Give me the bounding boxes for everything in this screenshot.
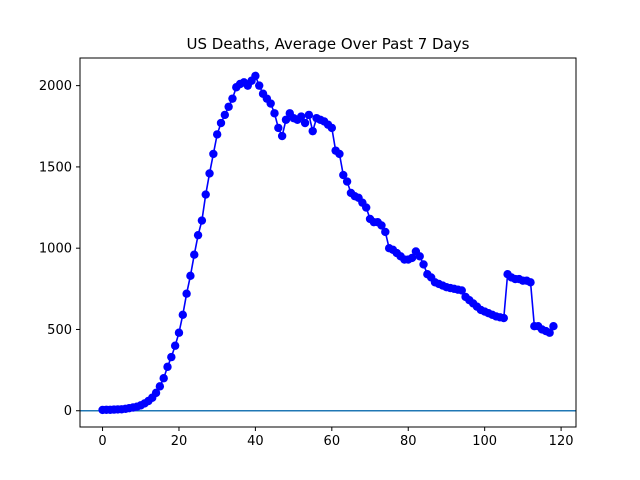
data-point — [297, 112, 306, 121]
data-point — [499, 313, 508, 323]
data-point — [205, 169, 214, 178]
data-point — [339, 170, 348, 180]
data-point — [362, 203, 371, 212]
x-tick-label: 100 — [472, 434, 497, 449]
data-point — [457, 286, 466, 295]
data-point — [182, 289, 191, 298]
y-tick-label: 2000 — [39, 79, 72, 94]
data-point — [151, 388, 161, 398]
data-point — [190, 250, 199, 259]
data-point — [163, 362, 172, 372]
x-tick-label: 80 — [400, 434, 417, 449]
chart-title: US Deaths, Average Over Past 7 Days — [187, 35, 470, 53]
data-point — [167, 352, 176, 362]
data-point — [251, 71, 260, 81]
data-point — [277, 131, 287, 141]
data-point — [274, 123, 283, 133]
data-point — [300, 118, 310, 128]
x-tick-label: 20 — [171, 434, 188, 449]
data-point — [304, 110, 314, 120]
data-point — [178, 310, 187, 320]
x-tick-label: 0 — [98, 434, 106, 449]
data-point — [224, 102, 233, 111]
data-point — [220, 110, 230, 120]
data-point — [381, 227, 390, 237]
data-point — [419, 260, 428, 269]
axes-frame — [79, 57, 577, 428]
y-tick-label: 1000 — [39, 242, 72, 257]
data-point — [377, 221, 386, 230]
data-point — [209, 149, 218, 159]
y-tick-label: 500 — [47, 323, 72, 338]
data-point — [342, 177, 352, 186]
data-point — [545, 328, 554, 337]
data-point — [407, 253, 417, 263]
data-point — [270, 109, 279, 118]
data-point — [155, 382, 165, 391]
plot-area: 0 20 40 60 80 100 120 0 500 1000 1500 2000 — [39, 71, 576, 449]
data-point — [335, 149, 344, 159]
data-point — [255, 81, 264, 90]
data-point — [327, 123, 337, 133]
data-point — [159, 374, 168, 383]
data-point — [193, 230, 203, 240]
data-point — [174, 328, 184, 337]
y-tick-label: 1500 — [39, 160, 72, 175]
data-point — [281, 115, 291, 124]
x-tick-label: 60 — [324, 434, 341, 449]
data-point — [186, 271, 195, 281]
data-point — [216, 118, 226, 128]
data-point — [228, 94, 237, 103]
data-point — [197, 216, 207, 225]
data-point — [170, 341, 180, 350]
data-point — [201, 190, 210, 199]
data-point — [415, 252, 424, 261]
x-tick-label: 40 — [247, 434, 264, 449]
x-tick-label: 120 — [549, 434, 574, 449]
data-point — [308, 126, 317, 136]
data-point — [549, 322, 558, 331]
data-point — [212, 130, 222, 139]
data-point — [526, 278, 535, 287]
y-tick-label: 0 — [64, 404, 72, 419]
data-point — [266, 99, 275, 108]
